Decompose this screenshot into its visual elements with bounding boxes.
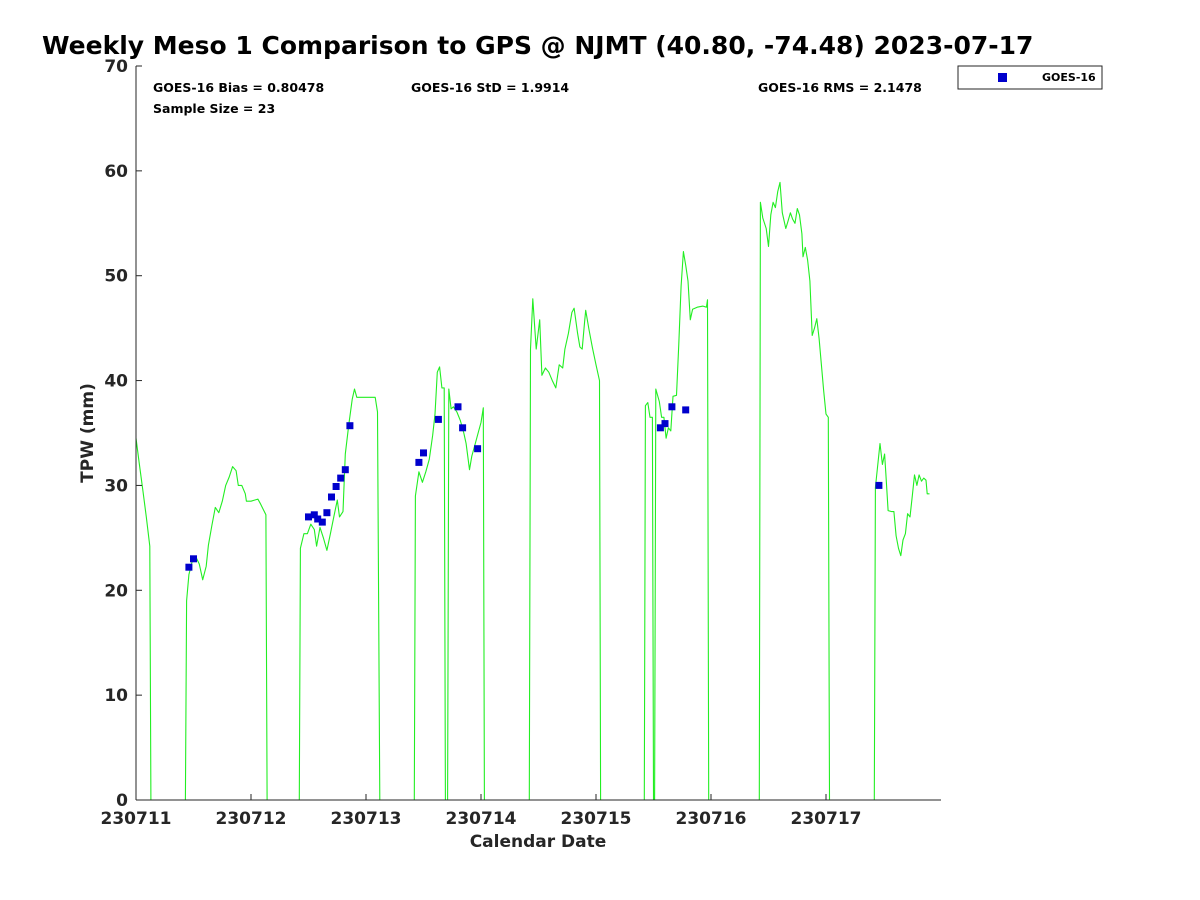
goes-16-point [310,511,318,519]
goes-16-point [346,422,354,430]
legend-box [957,65,1103,90]
sample-size-stat: Sample Size = 23 [153,101,275,116]
goes-16-point [668,403,676,411]
plot-area: 0 10 20 30 40 50 60 70 230711 230712 230713 230714… [101,57,941,829]
std-stat: GOES-16 StD = 1.9914 [411,80,569,95]
goes-16-point [420,449,427,457]
goes-16-point [318,518,326,526]
y-tick-label: 30 [104,476,128,496]
x-tick-label: 230714 [446,809,517,829]
goes-16-point [341,466,349,474]
goes-16-point [661,420,669,428]
x-tick-label: 230716 [676,809,747,829]
y-tick-label: 60 [104,162,128,182]
y-tick-label: 40 [104,372,128,392]
goes-16-point [875,481,883,489]
legend-marker-icon [998,73,1007,82]
y-tick-label: 50 [104,267,128,287]
goes-16-point [459,424,467,432]
x-tick-label: 230713 [331,809,402,829]
y-axis-label: TPW (mm) [78,383,98,483]
y-ticks: 0 10 20 30 40 50 60 70 [104,57,142,811]
goes-16-point [323,509,331,517]
goes-16-point [305,513,312,521]
bias-stat: GOES-16 Bias = 0.80478 [153,80,324,95]
goes-16-point [337,474,345,482]
goes-16-point [656,424,664,432]
x-tick-label: 230717 [791,809,862,829]
goes-16-point [454,403,462,411]
x-tick-label: 230712 [216,809,287,829]
goes-16-point [434,415,442,423]
legend-label: GOES-16 [1042,71,1096,84]
y-tick-label: 0 [116,791,128,811]
y-tick-label: 20 [104,581,128,601]
x-axis-label: Calendar Date [470,832,607,852]
goes-16-point [328,493,335,501]
legend: GOES-16 [957,65,1103,90]
y-tick-label: 70 [104,57,128,77]
x-tick-label: 230715 [561,809,632,829]
y-tick-label: 10 [104,686,128,706]
rms-stat: GOES-16 RMS = 2.1478 [758,80,922,95]
goes-16-point [682,406,690,414]
x-ticks: 230711 230712 230713 230714 230715 230716 2307… [101,794,862,829]
plot-background [136,66,941,800]
goes-16-point [332,483,340,490]
goes-16-point [415,458,423,466]
goes-16-point [185,563,193,571]
chart-title: Weekly Meso 1 Comparison to GPS @ NJMT (… [42,31,1033,60]
goes-16-point [314,515,322,523]
x-tick-label: 230711 [101,809,172,829]
goes-16-point [190,555,197,563]
goes-16-point [474,445,482,453]
